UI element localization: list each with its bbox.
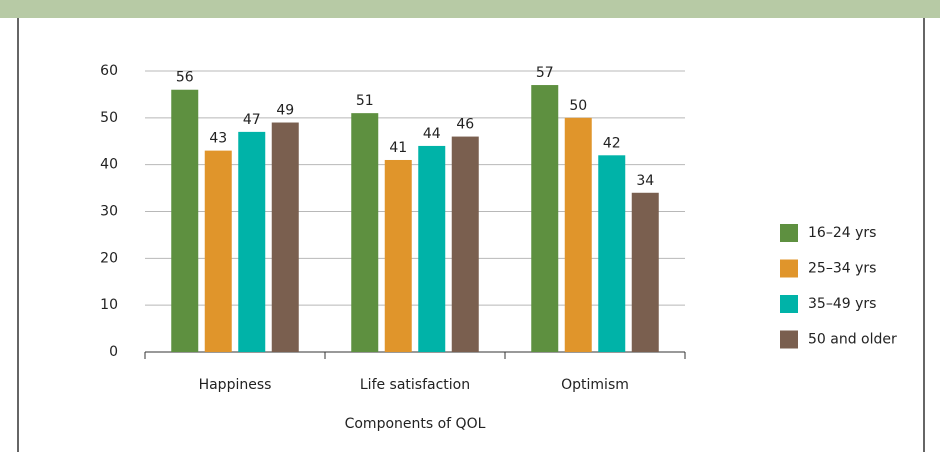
- value-label: 51: [356, 93, 374, 109]
- x-axis-label: Components of QOL: [345, 416, 486, 432]
- bar: [238, 131, 266, 352]
- legend-label: 50 and older: [808, 332, 897, 348]
- x-tick-label: Life satisfaction: [360, 377, 470, 393]
- legend-label: 16–24 yrs: [808, 225, 876, 241]
- bar: [598, 155, 626, 352]
- value-label: 34: [636, 173, 654, 189]
- value-label: 50: [569, 98, 587, 114]
- y-tick-label: 40: [100, 157, 118, 173]
- bar: [564, 117, 592, 352]
- bar: [271, 122, 299, 353]
- value-label: 49: [276, 103, 294, 119]
- bar: [418, 145, 446, 352]
- bar: [451, 136, 479, 352]
- y-tick-label: 0: [109, 344, 118, 360]
- bar: [351, 113, 379, 353]
- y-tick-label: 60: [100, 63, 118, 79]
- value-label: 56: [176, 70, 194, 86]
- bar: [171, 89, 199, 352]
- legend-swatch: [780, 330, 798, 349]
- value-label: 57: [536, 65, 554, 81]
- bar: [384, 159, 412, 352]
- bar: [531, 85, 559, 353]
- y-tick-label: 50: [100, 110, 118, 126]
- value-label: 42: [603, 135, 621, 151]
- legend-swatch: [780, 224, 798, 242]
- legend-swatch: [780, 295, 798, 313]
- x-tick-label: Optimism: [561, 377, 629, 393]
- bar: [204, 150, 232, 352]
- legend-swatch: [780, 259, 798, 278]
- bar: [631, 192, 659, 352]
- y-tick-label: 10: [100, 297, 118, 313]
- value-label: 43: [209, 131, 227, 147]
- legend-label: 25–34 yrs: [808, 261, 876, 277]
- value-label: 46: [456, 117, 474, 133]
- value-label: 44: [423, 126, 441, 142]
- x-tick-label: Happiness: [199, 377, 272, 393]
- value-label: 41: [389, 140, 407, 156]
- y-tick-label: 20: [100, 250, 118, 266]
- value-label: 47: [243, 112, 261, 128]
- legend-label: 35–49 yrs: [808, 296, 876, 312]
- y-tick-label: 30: [100, 204, 118, 220]
- header-band: [0, 0, 940, 18]
